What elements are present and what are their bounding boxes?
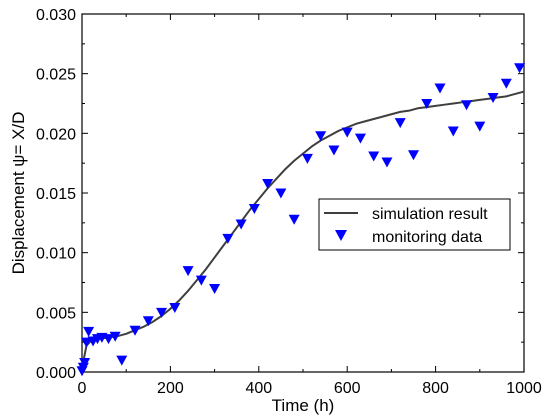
y-tick-label: 0.015 xyxy=(36,186,76,203)
monitoring-data-point xyxy=(301,153,313,164)
legend-triangle-swatch xyxy=(335,230,347,241)
monitoring-data-point xyxy=(83,326,95,337)
legend-label-monitoring: monitoring data xyxy=(372,229,482,246)
monitoring-data-point xyxy=(235,219,247,230)
monitoring-data-point xyxy=(421,99,433,109)
monitoring-data-point xyxy=(315,131,327,142)
x-tick-label: 0 xyxy=(78,380,87,397)
monitoring-data-point xyxy=(209,283,221,294)
monitoring-data-point xyxy=(129,325,141,336)
legend: simulation result monitoring data xyxy=(318,198,511,251)
monitoring-points-group xyxy=(76,63,526,377)
monitoring-data-point xyxy=(222,233,234,244)
legend-label-simulation: simulation result xyxy=(372,206,488,223)
monitoring-data-point xyxy=(169,303,181,314)
simulation-line-group xyxy=(81,90,525,369)
monitoring-data-point xyxy=(109,331,121,342)
monitoring-data-point xyxy=(341,127,353,138)
monitoring-data-point xyxy=(275,188,287,199)
monitoring-data-point xyxy=(434,83,446,94)
y-tick-label: 0.030 xyxy=(36,7,76,24)
x-tick-label: 800 xyxy=(422,380,449,397)
monitoring-data-point xyxy=(447,126,459,137)
monitoring-data-point xyxy=(182,266,194,277)
monitoring-data-point xyxy=(500,78,512,89)
x-tick-label: 400 xyxy=(245,380,272,397)
monitoring-data-point xyxy=(288,214,300,225)
tick-labels: 0 200 400 600 800 1000 0.000 0.005 0.010 0.015 0.0… xyxy=(36,7,542,397)
monitoring-data-point xyxy=(368,151,380,162)
monitoring-data-point xyxy=(195,275,207,286)
monitoring-data-point xyxy=(142,316,154,327)
monitoring-data-point xyxy=(328,145,340,156)
monitoring-data-point xyxy=(474,121,486,132)
x-axis-title: Time (h) xyxy=(272,396,335,415)
monitoring-data-point xyxy=(394,118,406,129)
monitoring-data-point xyxy=(103,334,115,345)
monitoring-data-point xyxy=(80,337,92,348)
monitoring-data-point xyxy=(514,63,526,74)
y-tick-label: 0.000 xyxy=(36,365,76,382)
x-tick-label: 200 xyxy=(157,380,184,397)
x-tick-label: 600 xyxy=(334,380,361,397)
monitoring-data-point xyxy=(248,204,260,215)
monitoring-data-point xyxy=(116,355,128,366)
simulation-result-line xyxy=(81,90,525,369)
monitoring-data-point xyxy=(354,133,366,144)
x-tick-label: 1000 xyxy=(506,380,542,397)
monitoring-data-point xyxy=(487,93,499,104)
legend-box xyxy=(318,198,511,251)
y-tick-label: 0.020 xyxy=(36,126,76,143)
monitoring-data-point xyxy=(79,357,91,368)
y-tick-label: 0.025 xyxy=(36,67,76,84)
y-tick-label: 0.010 xyxy=(36,246,76,263)
monitoring-data-point xyxy=(381,157,393,168)
monitoring-data-point xyxy=(461,100,473,111)
monitoring-data-point xyxy=(262,178,274,189)
y-axis-title: Displacement ψ= X/D xyxy=(9,112,28,275)
y-tick-label: 0.005 xyxy=(36,305,76,322)
plot-area xyxy=(81,13,525,373)
monitoring-data-point xyxy=(408,150,419,161)
monitoring-data-point xyxy=(156,307,168,318)
